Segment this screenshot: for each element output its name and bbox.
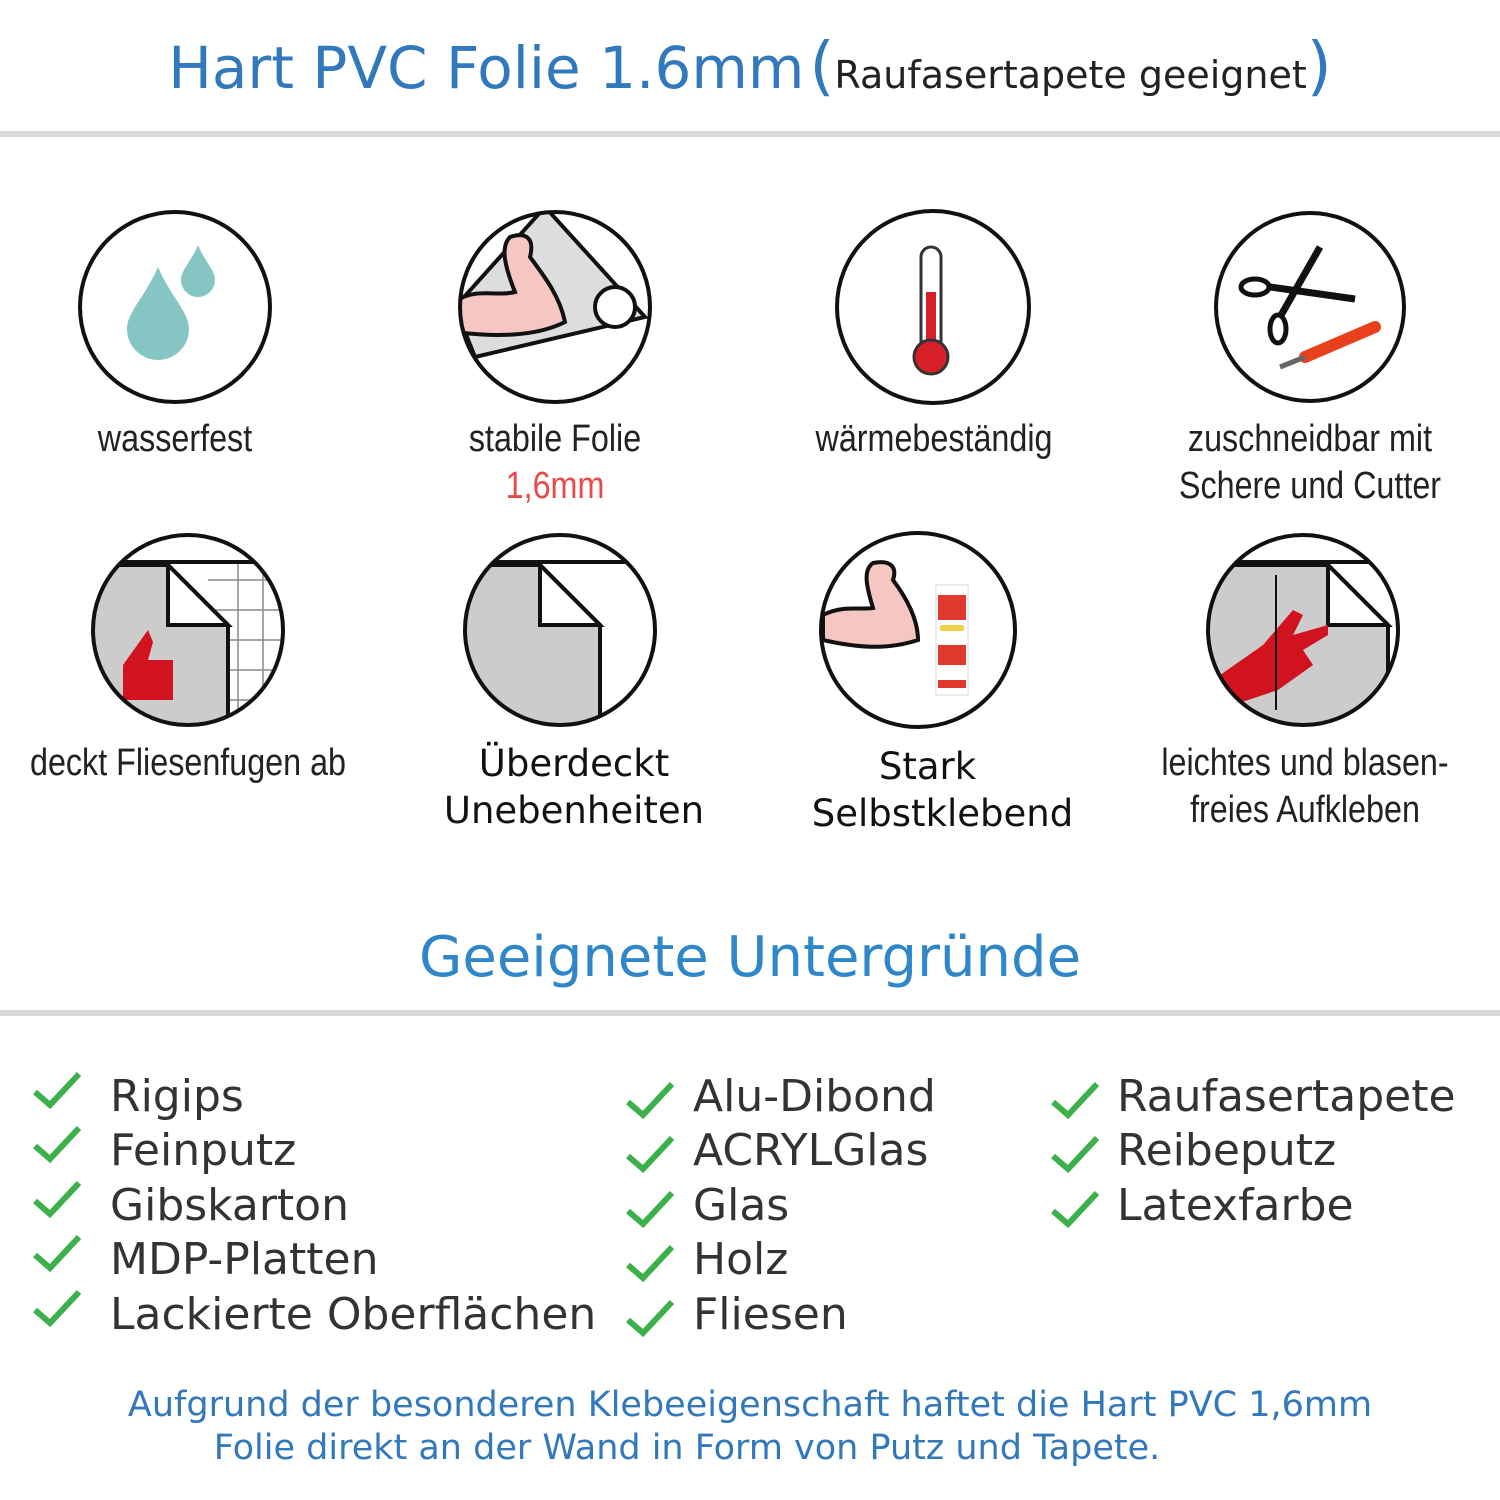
check-icon: [626, 1081, 675, 1120]
feature-text: stabile Folie: [468, 418, 642, 460]
feature-label: Überdeckt Unebenheiten: [404, 740, 744, 834]
feature-label: leichtes und blasen-freies Aufkleben: [1148, 740, 1463, 834]
hand-smoothing-icon: [1206, 533, 1400, 727]
footer-line: Folie direkt an der Wand in Form von Put…: [213, 1428, 1161, 1468]
feature-text: Überdeckt: [478, 742, 670, 785]
feature-text: wasserfest: [97, 418, 253, 460]
strong-arm-glue-icon: [819, 531, 1017, 729]
surfaces-divider: [0, 1010, 1500, 1016]
check-icon: [626, 1190, 675, 1229]
feature-highlight: 1,6mm: [505, 465, 605, 507]
surfaces-heading: Geeignete Untergründe: [418, 925, 1082, 990]
feature-text: freies Aufkleben: [1190, 789, 1420, 831]
title-main: Hart PVC Folie 1.6mm: [168, 34, 805, 102]
surface-item: Holz: [693, 1234, 789, 1285]
feature-label: deckt Fliesenfugen ab: [28, 740, 348, 787]
surface-item: Lackierte Oberflächen: [110, 1289, 597, 1340]
foil-peel-icon: [463, 533, 657, 727]
surface-item: Feinputz: [110, 1125, 297, 1176]
feature-text: leichtes und blasen-: [1161, 742, 1449, 784]
header-divider: [0, 131, 1500, 137]
feature-text: zuschneidbar mit: [1187, 418, 1433, 460]
feature-text: Stark: [878, 745, 977, 788]
check-icon: [1051, 1135, 1100, 1174]
check-icon: [33, 1289, 82, 1328]
surface-item: Latexfarbe: [1117, 1180, 1354, 1231]
feature-label: wärmebeständig: [790, 416, 1079, 463]
water-drops-icon: [78, 210, 272, 404]
feature-label: wasserfest: [48, 416, 303, 463]
thermometer-icon: [835, 209, 1031, 405]
feature-text: Schere und Cutter: [1178, 465, 1442, 507]
feature-text: wärmebeständig: [815, 418, 1053, 460]
scissors-cutter-icon: [1214, 211, 1406, 403]
check-icon: [1051, 1081, 1100, 1120]
paren-close: ): [1306, 30, 1332, 104]
check-icon: [33, 1071, 82, 1110]
surface-item: Raufasertapete: [1117, 1071, 1456, 1122]
check-icon: [626, 1299, 675, 1338]
check-icon: [33, 1180, 82, 1219]
surface-item: Rigips: [110, 1071, 244, 1122]
surface-item: Alu-Dibond: [693, 1071, 936, 1122]
paren-open: (: [809, 30, 835, 104]
strong-arm-foil-icon: [458, 210, 652, 404]
surface-item: Fliesen: [693, 1289, 848, 1340]
footer-line: Aufgrund der besonderen Klebeeigenschaft…: [127, 1385, 1373, 1425]
check-icon: [33, 1234, 82, 1273]
feature-text: Selbstklebend: [811, 792, 1074, 835]
feature-label: stabile Folie 1,6mm: [428, 416, 683, 510]
feature-label: Stark Selbstklebend: [770, 743, 1115, 837]
title-subtitle: Raufasertapete geeignet: [834, 53, 1307, 97]
check-icon: [626, 1244, 675, 1283]
check-icon: [626, 1135, 675, 1174]
surface-item: Gibskarton: [110, 1180, 349, 1231]
surface-item: ACRYLGlas: [693, 1125, 929, 1176]
thumbs-up-tiles-icon: [91, 533, 285, 727]
check-icon: [1051, 1190, 1100, 1229]
feature-text: deckt Fliesenfugen ab: [29, 742, 347, 784]
check-icon: [33, 1125, 82, 1164]
feature-text: Unebenheiten: [443, 789, 705, 832]
feature-label: zuschneidbar mit Schere und Cutter: [1157, 416, 1463, 510]
surface-item: Reibeputz: [1117, 1125, 1337, 1176]
surface-item: MDP-Platten: [110, 1234, 379, 1285]
page-title: Hart PVC Folie 1.6mm (Raufasertapete gee…: [0, 30, 1500, 104]
surface-item: Glas: [693, 1180, 790, 1231]
